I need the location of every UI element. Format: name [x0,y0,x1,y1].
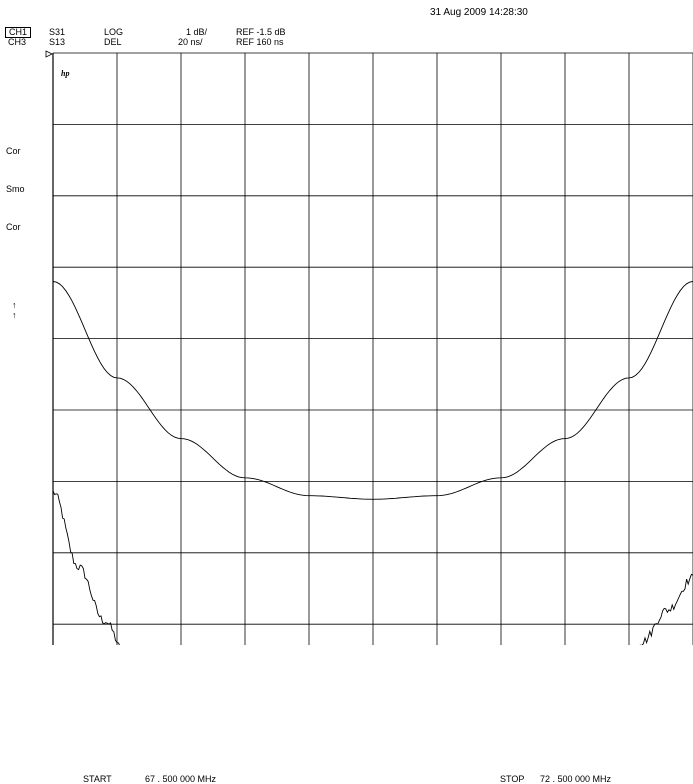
ch3-param: S13 [49,37,66,47]
hp-logo: hp [61,69,69,78]
ch3-ref: REF 160 ns [236,37,284,47]
ch3-label: CH3 [8,37,27,47]
ch1-param: S31 [49,27,66,37]
up-arrow-icon: ↑ [12,300,17,310]
reference-marker-top [45,50,53,58]
ch3-scale: 20 ns/ [178,37,203,47]
stop-value: 72 . 500 000 MHz [540,774,612,784]
chart-plot: hp [45,50,693,645]
side-label-cor-2: Cor [6,222,21,232]
stop-label: STOP [500,774,525,784]
up-arrow-icon: ↑ [12,310,17,320]
ch1-scale: 1 dB/ [186,27,208,37]
ch3-format: DEL [104,37,122,47]
ch1-format: LOG [104,27,124,37]
side-label-cor-1: Cor [6,146,21,156]
trace-ch1-line [52,281,693,500]
ch1-ref: REF -1.5 dB [236,27,286,37]
start-value: 67 . 500 000 MHz [145,774,217,784]
timestamp: 31 Aug 2009 14:28:30 [430,7,528,18]
grid [52,52,693,645]
ch1-label: CH1 [5,27,32,38]
side-label-smo: Smo [6,184,25,194]
start-label: START [83,774,112,784]
